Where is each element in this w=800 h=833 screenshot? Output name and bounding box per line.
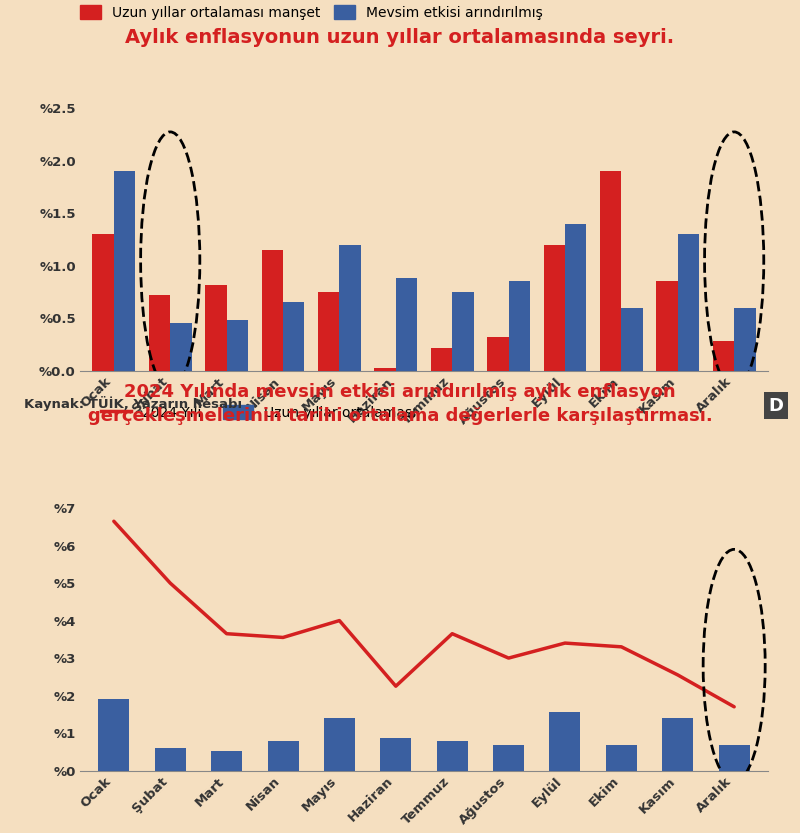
Bar xyxy=(380,737,411,771)
Bar xyxy=(324,718,355,771)
Bar xyxy=(262,250,283,371)
Text: D: D xyxy=(769,397,783,415)
Bar xyxy=(734,307,755,371)
Bar xyxy=(452,292,474,371)
Text: 2024 Yılında mevsim etkisi arındırılmış aylık enflasyon
gerçekleşmelerinin tarih: 2024 Yılında mevsim etkisi arındırılmış … xyxy=(88,383,712,425)
Bar xyxy=(267,741,298,771)
Bar xyxy=(662,718,694,771)
Bar xyxy=(318,292,339,371)
Bar xyxy=(543,245,565,371)
Bar xyxy=(211,751,242,771)
Bar xyxy=(509,282,530,371)
Bar xyxy=(170,323,192,371)
Text: Kaynak: TÜİK, Yazarın hesabı: Kaynak: TÜİK, Yazarın hesabı xyxy=(24,396,242,411)
Bar xyxy=(396,278,418,371)
Bar xyxy=(606,745,637,771)
Bar xyxy=(656,282,678,371)
Legend: Uzun yıllar ortalaması manşet, Mevsim etkisi arındırılmış: Uzun yıllar ortalaması manşet, Mevsim et… xyxy=(80,5,543,20)
Bar xyxy=(374,367,396,371)
Bar xyxy=(493,745,524,771)
Bar xyxy=(226,321,248,371)
Bar xyxy=(437,741,468,771)
Bar xyxy=(430,347,452,371)
Bar xyxy=(154,748,186,771)
Bar xyxy=(678,234,699,371)
Bar xyxy=(622,307,643,371)
Bar xyxy=(98,700,130,771)
Bar xyxy=(718,745,750,771)
Bar xyxy=(550,712,581,771)
Bar xyxy=(93,234,114,371)
Bar xyxy=(114,172,135,371)
Bar xyxy=(205,285,226,371)
Text: Aylık enflasyonun uzun yıllar ortalamasında seyri.: Aylık enflasyonun uzun yıllar ortalaması… xyxy=(126,28,674,47)
Bar xyxy=(339,245,361,371)
Bar xyxy=(149,295,170,371)
Bar xyxy=(565,224,586,371)
Bar xyxy=(600,172,622,371)
Legend: 2024 Yılı, Uzun yıllar ortalaması: 2024 Yılı, Uzun yıllar ortalaması xyxy=(101,405,416,420)
Bar xyxy=(487,337,509,371)
Bar xyxy=(283,302,305,371)
Bar xyxy=(713,342,734,371)
